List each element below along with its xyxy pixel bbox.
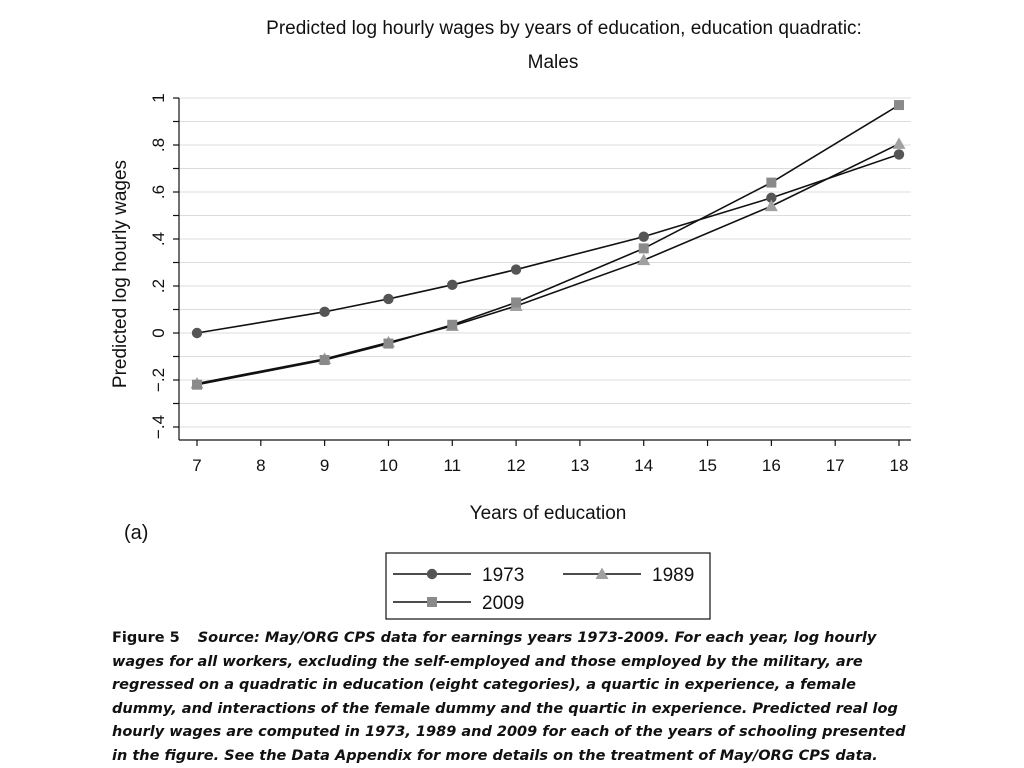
legend-marker-1989	[595, 567, 609, 579]
legend-label-1973: 1973	[482, 565, 524, 586]
y-tick-label: .8	[149, 138, 168, 152]
panel-label: (a)	[124, 522, 148, 544]
gridlines	[179, 97, 911, 428]
y-tick-label: −.4	[149, 415, 168, 439]
x-tick-label: 15	[698, 456, 717, 475]
y-tick-label: −.2	[149, 368, 168, 392]
data-point-1973	[319, 306, 330, 318]
y-tick-label: .6	[149, 185, 168, 199]
x-axis-ticks: 7 8 9 10 11 12 13 14 15 16 17 18	[192, 440, 908, 475]
y-tick-label: .4	[149, 232, 168, 246]
data-point-2009	[383, 338, 394, 349]
series-line-2009	[196, 104, 900, 386]
axes	[178, 98, 911, 441]
data-point-1973	[638, 231, 649, 242]
data-point-2009	[447, 319, 458, 330]
x-tick-label: 18	[890, 456, 909, 475]
x-tick-label: 17	[826, 456, 845, 475]
data-point-1973	[447, 279, 458, 291]
data-point-2009	[894, 100, 904, 111]
data-point-1989	[764, 199, 778, 212]
chart-title: Predicted log hourly wages by years of e…	[266, 18, 862, 39]
legend-marker-1973	[426, 568, 438, 580]
y-tick-label: 0	[149, 328, 168, 337]
y-tick-label: 1	[149, 93, 168, 102]
data-point-1973	[383, 293, 394, 305]
legend-label-1989: 1989	[652, 565, 694, 586]
caption-label: Figure 5	[112, 630, 180, 646]
legend-label-2009: 2009	[482, 593, 524, 614]
data-point-2009	[766, 177, 777, 188]
legend-box	[385, 552, 711, 620]
series-line-1973	[196, 153, 900, 334]
figure-caption: Figure 5 Source: May/ORG CPS data for ear…	[112, 627, 912, 768]
x-tick-label: 8	[256, 456, 265, 475]
y-axis-ticks: −.4 −.2 0 .2 .4 .6 .8 1	[149, 93, 179, 439]
data-point-1989	[637, 253, 651, 266]
data-point-1973	[510, 264, 522, 275]
legend: 1973 1989 2009	[385, 552, 711, 620]
x-tick-label: 14	[634, 456, 653, 475]
data-point-2009	[192, 379, 202, 390]
x-tick-label: 10	[379, 456, 398, 475]
chart-subtitle: Males	[528, 52, 579, 73]
data-point-2009	[319, 355, 330, 366]
x-tick-label: 12	[507, 456, 526, 475]
x-tick-label: 16	[762, 456, 781, 475]
data-point-1973	[191, 327, 203, 339]
data-point-1973	[766, 192, 777, 204]
series-line-1989	[196, 143, 900, 385]
data-point-2009	[638, 243, 649, 254]
series-lines	[196, 104, 900, 386]
data-point-2009	[511, 297, 522, 308]
x-tick-label: 9	[320, 456, 329, 475]
data-point-1973	[893, 149, 905, 160]
caption-text: Source: May/ORG CPS data for earnings ye…	[112, 630, 906, 764]
y-tick-label: .2	[149, 279, 168, 293]
data-point-1989	[892, 137, 906, 149]
x-axis-title: Years of education	[470, 503, 627, 524]
x-tick-label: 7	[192, 456, 201, 475]
x-tick-label: 13	[570, 456, 589, 475]
x-tick-label: 11	[443, 456, 461, 475]
series-markers	[190, 100, 906, 390]
legend-marker-2009	[427, 597, 437, 607]
wage-chart: Predicted log hourly wages by years of e…	[110, 18, 911, 620]
y-axis-title: Predicted log hourly wages	[110, 160, 131, 388]
